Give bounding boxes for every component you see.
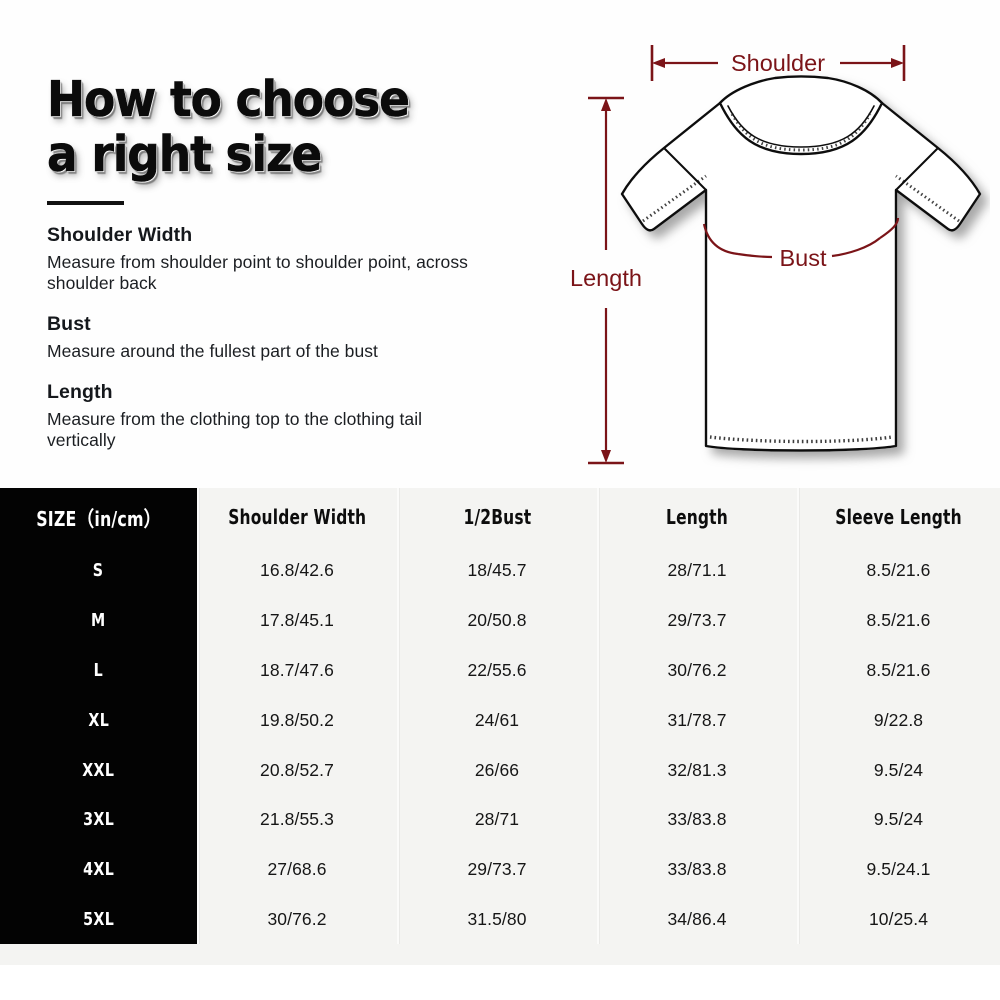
cell-half-bust: 24/61 (397, 695, 597, 746)
definition-term: Shoulder Width (47, 224, 193, 246)
cell-shoulder-width: 16.8/42.6 (197, 546, 397, 596)
tshirt-graphic (620, 75, 982, 452)
size-table: SIZE（in/cm） Shoulder Width 1/2Bust Lengt… (0, 488, 1000, 965)
definition-description: Measure around the fullest part of the b… (47, 341, 378, 361)
cell-shoulder-width: 21.8/55.3 (197, 794, 397, 845)
cell-half-bust: 29/73.7 (397, 844, 597, 895)
cell-half-bust: 22/55.6 (397, 645, 597, 696)
cell-length: 31/78.7 (597, 695, 797, 746)
definition-term: Length (47, 381, 113, 403)
cell-sleeve-length: 9.5/24.1 (797, 844, 1000, 895)
bust-dimension-annotation (702, 217, 900, 259)
shoulder-label: Shoulder (731, 50, 825, 76)
header-label: SIZE（in/cm） (35, 507, 162, 531)
bottom-margin (0, 965, 1000, 1000)
cell-size: 3XL (0, 794, 197, 845)
length-dimension-annotation (588, 96, 624, 465)
definition-bust: Bust Measure around the fullest part of … (47, 313, 517, 362)
cell-size: 5XL (0, 894, 197, 945)
cell-shoulder-width: 17.8/45.1 (197, 595, 397, 646)
cell-shoulder-width: 18.7/47.6 (197, 645, 397, 696)
cell-sleeve-length: 9/22.8 (797, 695, 1000, 746)
bust-label: Bust (779, 245, 826, 271)
info-section: How to choose a right size Shoulder Widt… (0, 0, 1000, 488)
table-row: 3XL 21.8/55.3 28/71 33/83.8 9.5/24 (0, 794, 1000, 845)
cell-shoulder-width: 30/76.2 (197, 894, 397, 945)
definition-shoulder-width: Shoulder Width Measure from shoulder poi… (47, 224, 517, 294)
table-row: XXL 20.8/52.7 26/66 32/81.3 9.5/24 (0, 745, 1000, 795)
cell-length: 30/76.2 (597, 645, 797, 696)
cell-sleeve-length: 9.5/24 (797, 794, 1000, 845)
cell-length: 29/73.7 (597, 595, 797, 646)
cell-half-bust: 28/71 (397, 794, 597, 845)
cell-size: 4XL (0, 844, 197, 895)
definition-length: Length Measure from the clothing top to … (47, 381, 517, 451)
cell-shoulder-width: 20.8/52.7 (197, 745, 397, 795)
table-row: XL 19.8/50.2 24/61 31/78.7 9/22.8 (0, 695, 1000, 746)
cell-sleeve-length: 8.5/21.6 (797, 595, 1000, 646)
cell-half-bust: 31.5/80 (397, 894, 597, 945)
shoulder-dimension-annotation (650, 45, 906, 81)
cell-size: S (0, 546, 197, 596)
page-title: How to choose a right size (47, 71, 477, 183)
table-row: 5XL 30/76.2 31.5/80 34/86.4 10/25.4 (0, 894, 1000, 945)
table-header-cell-size: SIZE（in/cm） (0, 488, 197, 546)
header-label: 1/2Bust (463, 505, 531, 529)
definition-term: Bust (47, 313, 91, 335)
table-header-cell-length: Length (597, 488, 797, 546)
table-header-cell-shoulder-width: Shoulder Width (197, 488, 397, 546)
definition-description: Measure from shoulder point to shoulder … (47, 252, 468, 293)
length-label: Length (570, 265, 642, 291)
header-label: Shoulder Width (227, 505, 366, 529)
table-row: 4XL 27/68.6 29/73.7 33/83.8 9.5/24.1 (0, 844, 1000, 895)
table-header-row: SIZE（in/cm） Shoulder Width 1/2Bust Lengt… (0, 488, 1000, 546)
page-title-line-1: How to choose (47, 71, 411, 128)
cell-sleeve-length: 8.5/21.6 (797, 645, 1000, 696)
cell-size: XL (0, 695, 197, 746)
tshirt-measurement-diagram: Shoulder Length Bu (560, 28, 990, 478)
cell-length: 34/86.4 (597, 894, 797, 945)
table-row: M 17.8/45.1 20/50.8 29/73.7 8.5/21.6 (0, 595, 1000, 646)
header-label: Sleeve Length (835, 505, 962, 529)
cell-shoulder-width: 19.8/50.2 (197, 695, 397, 746)
cell-length: 33/83.8 (597, 794, 797, 845)
cell-size: XXL (0, 745, 197, 795)
cell-sleeve-length: 8.5/21.6 (797, 546, 1000, 596)
cell-sleeve-length: 10/25.4 (797, 894, 1000, 945)
cell-sleeve-length: 9.5/24 (797, 745, 1000, 795)
table-header-cell-half-bust: 1/2Bust (397, 488, 597, 546)
cell-size: L (0, 645, 197, 696)
cell-length: 28/71.1 (597, 546, 797, 596)
definition-description: Measure from the clothing top to the clo… (47, 409, 423, 450)
cell-length: 33/83.8 (597, 844, 797, 895)
header-label: Length (666, 505, 728, 529)
cell-half-bust: 20/50.8 (397, 595, 597, 646)
measurement-definitions: Shoulder Width Measure from shoulder poi… (47, 224, 517, 451)
title-divider (47, 201, 124, 205)
page-title-line-2: a right size (47, 126, 323, 183)
table-row: S 16.8/42.6 18/45.7 28/71.1 8.5/21.6 (0, 546, 1000, 596)
cell-size: M (0, 595, 197, 646)
table-row: L 18.7/47.6 22/55.6 30/76.2 8.5/21.6 (0, 645, 1000, 696)
cell-half-bust: 26/66 (397, 745, 597, 795)
cell-half-bust: 18/45.7 (397, 546, 597, 596)
cell-shoulder-width: 27/68.6 (197, 844, 397, 895)
cell-length: 32/81.3 (597, 745, 797, 795)
table-header-cell-sleeve-length: Sleeve Length (797, 488, 1000, 546)
